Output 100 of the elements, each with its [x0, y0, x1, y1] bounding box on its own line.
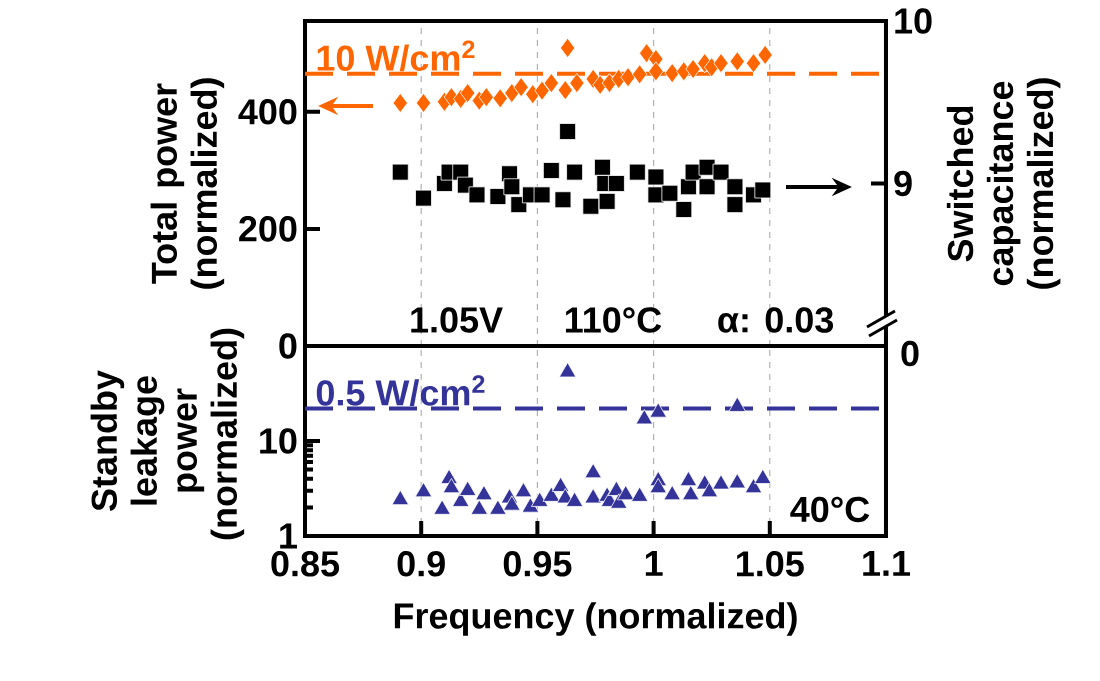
- point: [685, 59, 701, 80]
- point: [679, 470, 698, 487]
- x-tick-label: 1: [645, 551, 663, 576]
- point: [433, 499, 451, 515]
- point: [582, 197, 600, 215]
- y-tick-label: 1: [280, 523, 297, 549]
- point: [534, 80, 550, 101]
- point: [729, 51, 745, 72]
- point: [649, 478, 667, 494]
- point: [542, 162, 560, 179]
- annotation: 1.05V: [411, 307, 503, 333]
- point: [560, 37, 576, 58]
- y2-tick-label: 10: [895, 8, 932, 34]
- point: [630, 486, 649, 502]
- text: 0: [901, 340, 919, 367]
- point: [503, 495, 521, 511]
- point: [492, 88, 508, 109]
- ref-line-label: 10 W/cm$^{2}$: [317, 40, 475, 72]
- point: [475, 485, 493, 501]
- point: [543, 73, 559, 94]
- annotation: 110°C: [565, 307, 662, 333]
- point: [533, 186, 551, 204]
- point: [744, 478, 763, 494]
- point: [569, 73, 585, 94]
- point: [391, 489, 409, 506]
- point: [415, 189, 432, 207]
- point: [531, 491, 549, 507]
- y2-tick-label: 9: [894, 170, 912, 197]
- point: [728, 396, 746, 412]
- point: [754, 468, 772, 485]
- point: [504, 83, 520, 104]
- point: [698, 178, 716, 196]
- x-axis-title: Frequency (normalized): [394, 602, 797, 636]
- point: [584, 488, 602, 504]
- point: [647, 168, 665, 186]
- y-tick-label: 10: [260, 428, 297, 454]
- point: [635, 409, 654, 425]
- y-axis-title: Total power (normalized): [150, 78, 225, 289]
- point: [558, 362, 577, 378]
- x-tick-label: 0.95: [503, 551, 572, 577]
- point: [632, 64, 648, 85]
- y-axis-title: Standby leakage power (normalized): [90, 328, 245, 540]
- y-tick-label: 0: [279, 333, 297, 359]
- point: [598, 192, 616, 210]
- point: [458, 480, 477, 496]
- point: [503, 178, 521, 196]
- point: [608, 175, 625, 192]
- point: [620, 67, 636, 88]
- point: [559, 123, 577, 140]
- point: [391, 163, 409, 181]
- point: [554, 191, 572, 209]
- point: [663, 485, 681, 501]
- point: [584, 463, 602, 479]
- annotation: 40°C: [790, 496, 870, 523]
- ref-line-label: 0.5 W/cm$^{2}$: [316, 375, 485, 407]
- point: [648, 61, 664, 82]
- point: [661, 184, 679, 202]
- point: [470, 499, 489, 515]
- point: [566, 163, 583, 181]
- point: [745, 53, 762, 74]
- point: [712, 163, 730, 181]
- point: [754, 181, 772, 199]
- point: [565, 491, 584, 507]
- point: [757, 44, 773, 65]
- point: [682, 485, 700, 501]
- point: [392, 92, 408, 113]
- point: [700, 482, 719, 498]
- point: [478, 87, 494, 108]
- point: [726, 178, 744, 196]
- point: [513, 77, 529, 98]
- point: [442, 478, 461, 494]
- point: [664, 63, 680, 84]
- point: [451, 491, 470, 507]
- point: [728, 473, 746, 489]
- point: [649, 402, 667, 418]
- point: [675, 201, 693, 218]
- point: [639, 43, 655, 64]
- point: [489, 188, 507, 205]
- point: [489, 499, 507, 515]
- point: [628, 163, 646, 181]
- point: [415, 92, 432, 113]
- point: [542, 486, 561, 502]
- x-tick-label: 1.1: [863, 551, 911, 576]
- y-tick-label: 400: [238, 99, 297, 125]
- point: [594, 158, 611, 176]
- point: [468, 186, 486, 204]
- x-tick-label: 1.05: [737, 551, 804, 577]
- y-tick-label: 200: [239, 216, 297, 242]
- x-tick-label: 0.9: [397, 551, 445, 577]
- point: [514, 482, 533, 498]
- point: [712, 474, 730, 490]
- point: [557, 80, 573, 101]
- point: [616, 485, 635, 501]
- x-tick-label: 0.85: [271, 551, 340, 577]
- y2-axis-title: Switched capacitance (normalized): [946, 78, 1061, 289]
- point: [414, 482, 433, 498]
- point: [726, 196, 744, 214]
- point: [713, 53, 729, 74]
- annotation: α: 0.03: [718, 307, 834, 333]
- point: [460, 83, 476, 104]
